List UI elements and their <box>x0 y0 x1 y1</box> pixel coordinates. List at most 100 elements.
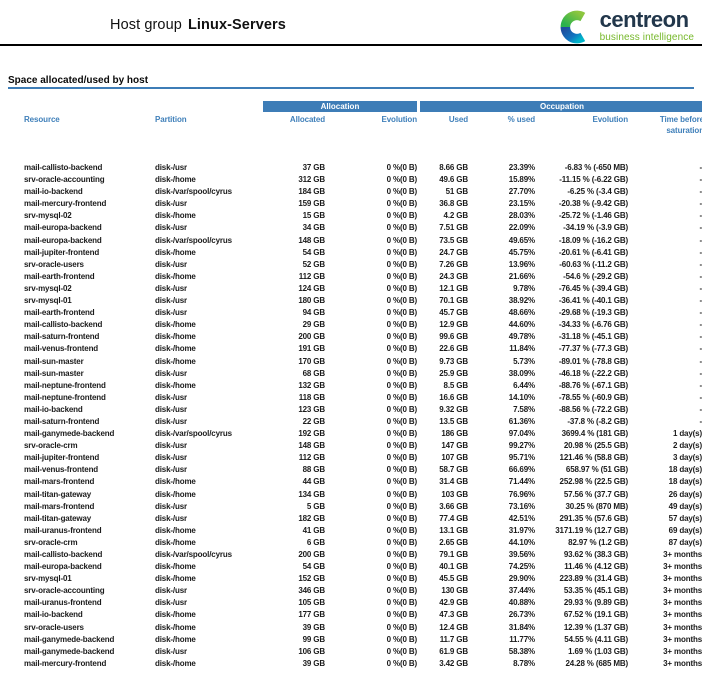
cell-allocated: 152 GB <box>298 574 325 584</box>
cell-occupation-evolution: 67.52 % (19.1 GB) <box>563 610 628 620</box>
cell-allocated: 124 GB <box>298 283 325 293</box>
cell-resource: mail-venus-frontend <box>24 465 99 475</box>
cell-partition: disk-/home <box>155 175 196 185</box>
cell-used: 58.7 GB <box>439 465 468 475</box>
cell-partition: disk-/usr <box>155 513 187 523</box>
cell-allocation-evolution: 0 %(0 B) <box>386 550 418 559</box>
cell-allocated: 200 GB <box>298 332 325 342</box>
cell-partition: disk-/usr <box>155 259 187 269</box>
cell-allocated: 6 GB <box>306 537 325 547</box>
cell-allocation-evolution: 0 %(0 B) <box>386 368 418 378</box>
cell-occupation-evolution: 252.98 % (22.5 GB) <box>559 477 629 487</box>
cell-occupation-evolution: 20.98 % (25.5 GB) <box>563 441 628 451</box>
cell-partition: disk-/var/spool/cyrus <box>155 235 232 245</box>
cell-resource: srv-oracle-crm <box>24 441 78 451</box>
cell-allocated: 15 GB <box>302 211 326 221</box>
cell-allocated: 29 GB <box>302 320 326 330</box>
cell-allocated: 44 GB <box>302 477 326 487</box>
cell-allocation-evolution: 0 %(0 B) <box>386 513 418 523</box>
logo-text: centreon business intelligence <box>600 9 694 43</box>
cell-used: 130 GB <box>441 586 468 596</box>
cell-time-before-saturation: - <box>699 235 702 245</box>
cell-partition: disk-/usr <box>155 646 187 656</box>
table-row: mail-europa-backend disk-/var/spool/cyrus… <box>24 235 702 247</box>
cell-allocation-evolution: 0 %(0 B) <box>386 622 418 632</box>
cell-partition: disk-/home <box>155 356 196 366</box>
table-row: mail-sun-master disk-/usr 68 GB 0 %(0 B) 25.… <box>24 368 702 380</box>
table-row: mail-europa-backend disk-/home 54 GB 0 %(0 … <box>24 561 702 573</box>
table-row: mail-io-backend disk-/var/spool/cyrus 184 … <box>24 186 702 198</box>
cell-allocated: 148 GB <box>298 235 325 245</box>
cell-resource: mail-jupiter-frontend <box>24 453 100 463</box>
cell-used: 16.6 GB <box>439 392 468 402</box>
cell-allocated: 346 GB <box>298 586 325 596</box>
cell-used: 8.66 GB <box>439 163 468 172</box>
cell-partition: disk-/var/spool/cyrus <box>155 429 232 439</box>
table-row: mail-earth-frontend disk-/usr 94 GB 0 %(0 B… <box>24 307 702 319</box>
table-row: mail-titan-gateway disk-/usr 182 GB 0 %(0 B… <box>24 513 702 525</box>
cell-percent-used: 23.39% <box>508 163 535 172</box>
table-row: mail-saturn-frontend disk-/usr 22 GB 0 %(0 … <box>24 416 702 428</box>
cell-used: 147 GB <box>441 441 468 451</box>
cell-percent-used: 6.44% <box>513 380 535 390</box>
cell-resource: mail-ganymede-backend <box>24 646 115 656</box>
cell-time-before-saturation: - <box>699 380 702 390</box>
cell-used: 12.1 GB <box>439 283 468 293</box>
cell-occupation-evolution: 24.28 % (685 MB) <box>565 658 628 668</box>
table-row: mail-ganymede-backend disk-/usr 106 GB 0 %(… <box>24 646 702 658</box>
cell-used: 22.6 GB <box>439 344 468 354</box>
cell-partition: disk-/usr <box>155 199 187 209</box>
cell-allocated: 112 GB <box>298 271 325 281</box>
cell-used: 9.73 GB <box>439 356 468 366</box>
cell-occupation-evolution: -6.25 % (-3.4 GB) <box>567 187 628 197</box>
cell-used: 12.4 GB <box>439 622 468 632</box>
cell-percent-used: 99.27% <box>508 441 535 451</box>
cell-used: 73.5 GB <box>439 235 468 245</box>
column-header-resource: Resource <box>24 115 60 124</box>
cell-occupation-evolution: -36.41 % (-40.1 GB) <box>558 296 628 306</box>
cell-resource: mail-europa-backend <box>24 223 102 233</box>
cell-allocation-evolution: 0 %(0 B) <box>386 211 418 221</box>
cell-used: 49.6 GB <box>439 175 468 185</box>
cell-allocation-evolution: 0 %(0 B) <box>386 235 418 245</box>
cell-percent-used: 76.96% <box>508 489 535 499</box>
cell-allocation-evolution: 0 %(0 B) <box>386 429 418 439</box>
cell-time-before-saturation: - <box>699 308 702 318</box>
cell-allocated: 94 GB <box>302 308 326 318</box>
cell-occupation-evolution: 3171.19 % (12.7 GB) <box>555 525 628 535</box>
cell-percent-used: 45.75% <box>508 247 535 257</box>
report-header: Host group Linux-Servers centreon busines… <box>0 0 702 46</box>
table-row: mail-jupiter-frontend disk-/home 54 GB 0 %(… <box>24 247 702 259</box>
cell-allocated: 68 GB <box>302 368 326 378</box>
cell-resource: srv-oracle-users <box>24 259 84 269</box>
cell-allocation-evolution: 0 %(0 B) <box>386 283 418 293</box>
cell-occupation-evolution: -88.56 % (-72.2 GB) <box>558 404 628 414</box>
cell-used: 25.9 GB <box>439 368 468 378</box>
cell-partition: disk-/usr <box>155 296 187 306</box>
cell-percent-used: 14.10% <box>508 392 535 402</box>
table-row: mail-mercury-frontend disk-/home 39 GB 0 %(… <box>24 658 702 670</box>
cell-allocation-evolution: 0 %(0 B) <box>386 344 418 354</box>
cell-resource: srv-oracle-accounting <box>24 175 105 185</box>
cell-occupation-evolution: -88.76 % (-67.1 GB) <box>558 380 628 390</box>
cell-time-before-saturation: - <box>699 163 702 172</box>
cell-used: 103 GB <box>441 489 468 499</box>
table-row: mail-mars-frontend disk-/home 44 GB 0 %(0 B… <box>24 476 702 488</box>
cell-allocation-evolution: 0 %(0 B) <box>386 187 418 197</box>
cell-used: 2.65 GB <box>439 537 468 547</box>
cell-occupation-evolution: -76.45 % (-39.4 GB) <box>558 283 628 293</box>
cell-allocated: 191 GB <box>298 344 325 354</box>
cell-occupation-evolution: 291.35 % (57.6 GB) <box>559 513 629 523</box>
cell-partition: disk-/usr <box>155 598 187 608</box>
cell-allocation-evolution: 0 %(0 B) <box>386 562 418 572</box>
cell-allocation-evolution: 0 %(0 B) <box>386 332 418 342</box>
cell-allocation-evolution: 0 %(0 B) <box>386 646 418 656</box>
cell-used: 4.2 GB <box>443 211 469 221</box>
column-header-percent-used: % used <box>507 115 536 124</box>
cell-partition: disk-/home <box>155 344 196 354</box>
cell-time-before-saturation: - <box>699 392 702 402</box>
table-row: mail-io-backend disk-/usr 123 GB 0 %(0 B) 9.… <box>24 404 702 416</box>
cell-occupation-evolution: -18.09 % (-16.2 GB) <box>558 235 628 245</box>
cell-percent-used: 29.90% <box>508 574 535 584</box>
table-row: mail-sun-master disk-/home 170 GB 0 %(0 B) 9… <box>24 356 702 368</box>
